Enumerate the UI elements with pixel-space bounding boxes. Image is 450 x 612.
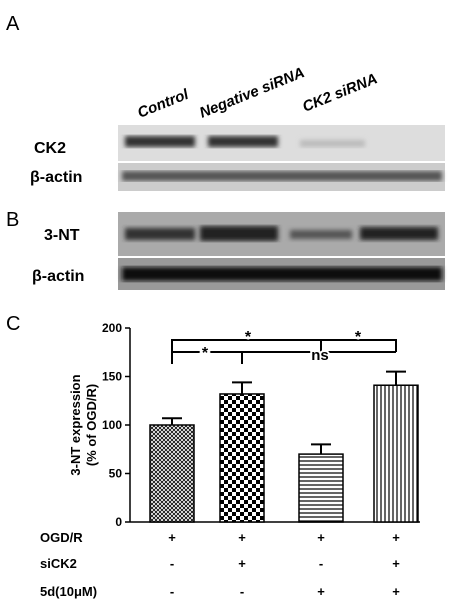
y-tick-label: 50 — [109, 467, 123, 481]
condition-label: OGD/R — [40, 530, 83, 545]
chart: 0 50 100 150 200 3-NT expression (% of OGD/R) *… — [40, 321, 420, 599]
panel-letter: A — [6, 13, 20, 35]
condition-value: + — [168, 530, 176, 545]
column-label: Control — [135, 86, 192, 122]
bar — [149, 424, 195, 523]
row-label: 3-NT — [44, 227, 80, 244]
row-label: CK2 — [34, 140, 66, 157]
bracket — [171, 339, 397, 352]
bar — [373, 384, 419, 523]
panel-b: B 3-NT β-actin — [6, 209, 445, 290]
bands — [122, 171, 442, 181]
annotation: * — [355, 329, 362, 346]
condition-value: + — [238, 530, 246, 545]
condition-value: + — [392, 530, 400, 545]
panel-letter: C — [6, 313, 20, 335]
condition-value: - — [240, 584, 244, 599]
y-axis-label: 3-NT expression — [68, 374, 83, 475]
condition-value: + — [392, 556, 400, 571]
bands — [125, 136, 365, 147]
condition-value: + — [392, 584, 400, 599]
annotation: * — [202, 345, 209, 362]
condition-value: + — [317, 584, 325, 599]
panel-letter: B — [6, 209, 19, 231]
y-tick-label: 200 — [102, 321, 122, 335]
row-label: β-actin — [30, 169, 82, 186]
error-bar — [232, 381, 252, 394]
bar — [219, 393, 265, 523]
panel-a: A Control Negative siRNA CK2 siRNA CK2 β… — [6, 13, 445, 191]
y-tick-label: 0 — [115, 515, 122, 529]
bands — [125, 226, 438, 241]
error-bar — [386, 370, 406, 386]
condition-label: siCK2 — [40, 556, 77, 571]
annotation: * — [245, 329, 252, 346]
y-tick-label: 150 — [102, 370, 122, 384]
bracket — [171, 351, 396, 364]
bar — [298, 453, 344, 523]
column-label: CK2 siRNA — [300, 70, 380, 115]
condition-value: - — [319, 556, 323, 571]
row-label: β-actin — [32, 268, 84, 285]
condition-value: - — [170, 584, 174, 599]
error-bar — [162, 417, 182, 425]
y-axis-label: (% of OGD/R) — [84, 384, 99, 466]
condition-label: 5d(10μM) — [40, 584, 97, 599]
condition-value: - — [170, 556, 174, 571]
condition-value: + — [317, 530, 325, 545]
y-tick-label: 100 — [102, 418, 122, 432]
condition-value: + — [238, 556, 246, 571]
annotation: ns — [311, 347, 329, 364]
bands — [122, 267, 442, 281]
error-bar — [311, 443, 331, 455]
column-label: Negative siRNA — [197, 64, 307, 122]
